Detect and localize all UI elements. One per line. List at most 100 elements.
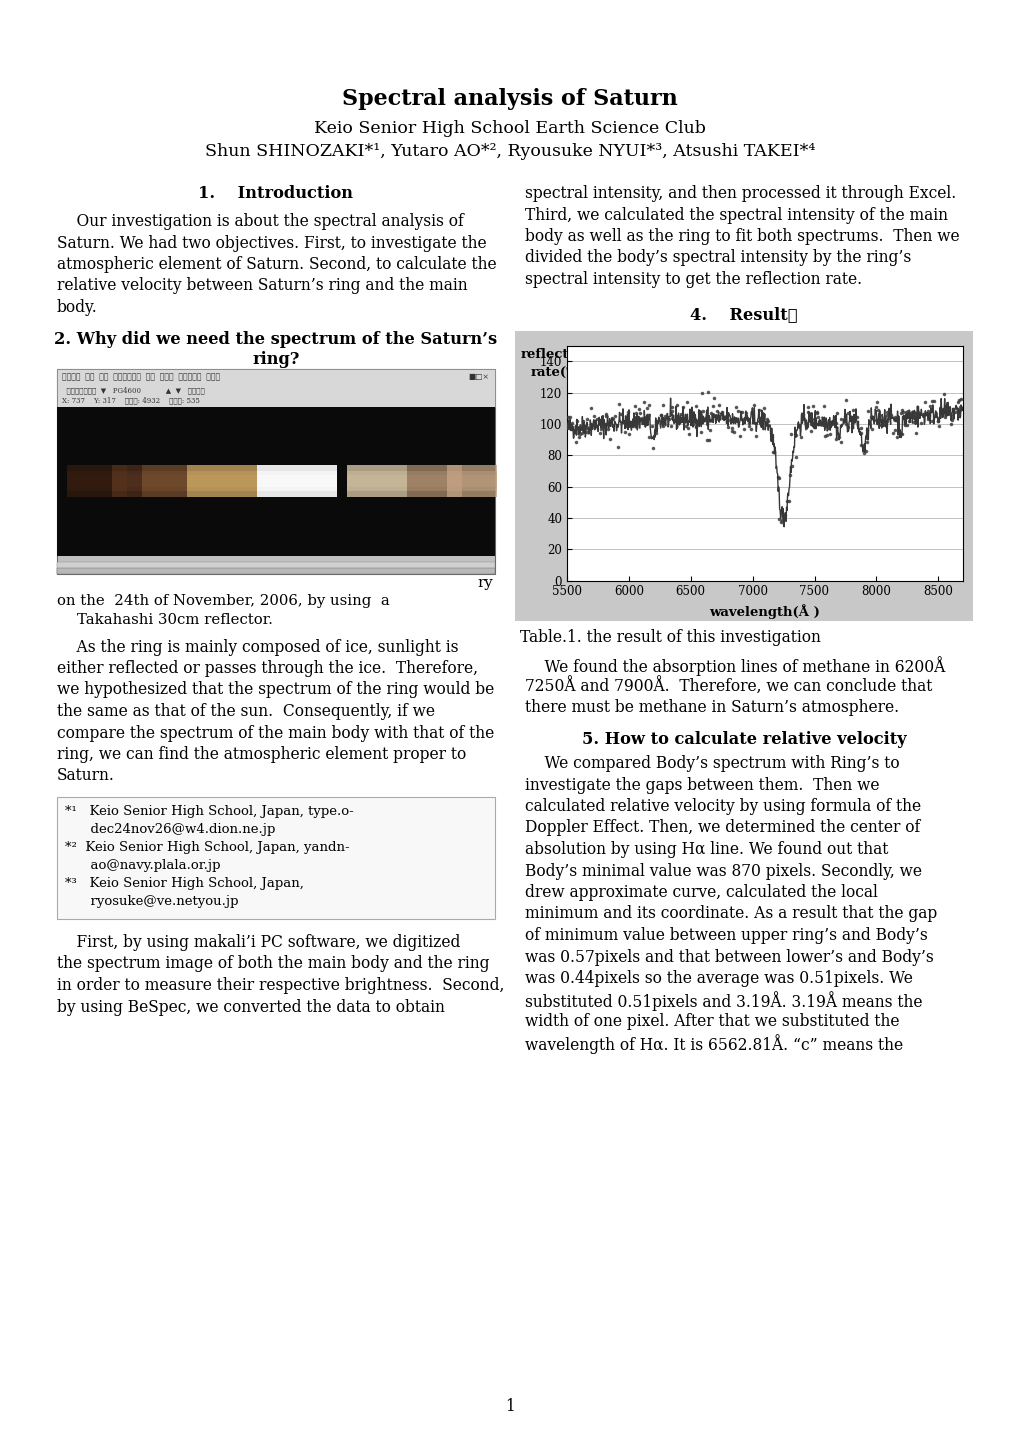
Point (615, 420, 632, 443)
Bar (142, 470, 186, 491)
Point (585, 405, 601, 429)
Point (613, 411, 630, 434)
Point (569, 410, 585, 433)
X-axis label: wavelength(Å ): wavelength(Å ) (709, 605, 819, 619)
Point (559, 405, 576, 429)
Point (631, 398, 647, 421)
Point (626, 394, 642, 417)
Point (714, 405, 731, 429)
Point (919, 407, 935, 430)
Point (923, 390, 940, 413)
Text: Shun SHINOZAKI*¹, Yutaro AO*², Ryousuke NYUI*³, Atsushi TAKEI*⁴: Shun SHINOZAKI*¹, Yutaro AO*², Ryousuke … (205, 143, 814, 160)
Point (612, 403, 629, 426)
Point (644, 414, 660, 437)
Text: グレースケール  ▼   PG4600           ▲  ▼   自動計測: グレースケール ▼ PG4600 ▲ ▼ 自動計測 (62, 387, 205, 394)
Point (640, 394, 656, 417)
Bar (446, 465, 496, 496)
Point (610, 392, 627, 416)
Point (943, 408, 959, 431)
Point (840, 416, 856, 439)
Point (841, 405, 857, 429)
Text: ring, we can find the atmospheric element proper to: ring, we can find the atmospheric elemen… (57, 746, 466, 763)
Point (858, 430, 874, 453)
Point (701, 418, 717, 442)
Point (714, 407, 731, 430)
Point (894, 398, 910, 421)
Point (654, 414, 671, 437)
Point (947, 397, 963, 420)
Text: either reflected or passes through the ice.  Therefore,: either reflected or passes through the i… (57, 659, 478, 677)
Point (797, 411, 813, 434)
Point (844, 398, 860, 421)
Text: Keio Senior High School Earth Science Club: Keio Senior High School Earth Science Cl… (314, 120, 705, 137)
Bar (57, 368, 494, 407)
Text: ryosuke@ve.netyou.jp: ryosuke@ve.netyou.jp (65, 895, 238, 908)
Point (886, 405, 902, 429)
Text: spectral intensity to get the reflection rate.: spectral intensity to get the reflection… (525, 271, 861, 289)
Point (677, 416, 693, 439)
Point (832, 430, 848, 453)
Point (652, 404, 668, 427)
Point (816, 424, 833, 447)
Point (799, 395, 815, 418)
Point (700, 429, 716, 452)
Point (943, 405, 959, 429)
Point (905, 401, 921, 424)
Point (662, 414, 679, 437)
Text: ry: ry (477, 577, 492, 590)
Point (772, 511, 789, 534)
Point (620, 423, 636, 446)
Bar (515, 330, 972, 620)
Text: ファイル  編集  表示  アネーション  分析  ツール  ウィンドウ  ヘルプ: ファイル 編集 表示 アネーション 分析 ツール ウィンドウ ヘルプ (62, 374, 220, 381)
Text: we hypothesized that the spectrum of the ring would be: we hypothesized that the spectrum of the… (57, 681, 494, 698)
Point (700, 381, 716, 404)
Point (585, 413, 601, 436)
Point (571, 426, 587, 449)
Point (750, 398, 766, 421)
Point (790, 413, 806, 436)
Bar (257, 465, 336, 496)
Bar (407, 475, 462, 486)
Point (671, 410, 687, 433)
Point (779, 489, 795, 512)
Point (648, 421, 664, 444)
Point (905, 411, 921, 434)
Point (704, 395, 720, 418)
Point (615, 413, 632, 436)
Point (865, 408, 881, 431)
Text: Our investigation is about the spectral analysis of: Our investigation is about the spectral … (57, 214, 464, 229)
Point (880, 407, 897, 430)
Point (900, 400, 916, 423)
Point (805, 407, 821, 430)
Point (826, 411, 843, 434)
Point (886, 418, 902, 442)
Point (753, 401, 769, 424)
Point (933, 400, 950, 423)
Text: was 0.57pixels and that between lower’s and Body’s: was 0.57pixels and that between lower’s … (525, 948, 932, 965)
Point (578, 417, 594, 440)
Bar (57, 567, 494, 573)
Point (663, 395, 680, 418)
Point (862, 405, 878, 429)
Bar (67, 470, 127, 491)
Text: spectral intensity, and then processed it through Excel.: spectral intensity, and then processed i… (525, 185, 956, 202)
Bar (112, 475, 142, 486)
Point (597, 403, 613, 426)
Point (591, 421, 607, 444)
Point (884, 421, 901, 444)
Text: absolution by using Hα line. We found out that: absolution by using Hα line. We found ou… (525, 841, 888, 859)
Text: *²  Keio Senior High School, Japan, yandn-: *² Keio Senior High School, Japan, yandn… (65, 841, 350, 854)
Text: atmospheric element of Saturn. Second, to calculate the: atmospheric element of Saturn. Second, t… (57, 255, 496, 273)
Point (635, 391, 651, 414)
Point (855, 442, 871, 465)
Point (751, 408, 767, 431)
Text: Body’s minimal value was 870 pixels. Secondly, we: Body’s minimal value was 870 pixels. Sec… (525, 863, 921, 879)
Point (845, 405, 861, 429)
Point (698, 429, 714, 452)
Text: *¹   Keio Senior High School, Japan, type.o-: *¹ Keio Senior High School, Japan, type.… (65, 805, 354, 818)
Point (647, 416, 663, 439)
Point (863, 417, 879, 440)
Point (559, 413, 576, 436)
Point (680, 417, 696, 440)
Point (938, 400, 955, 423)
